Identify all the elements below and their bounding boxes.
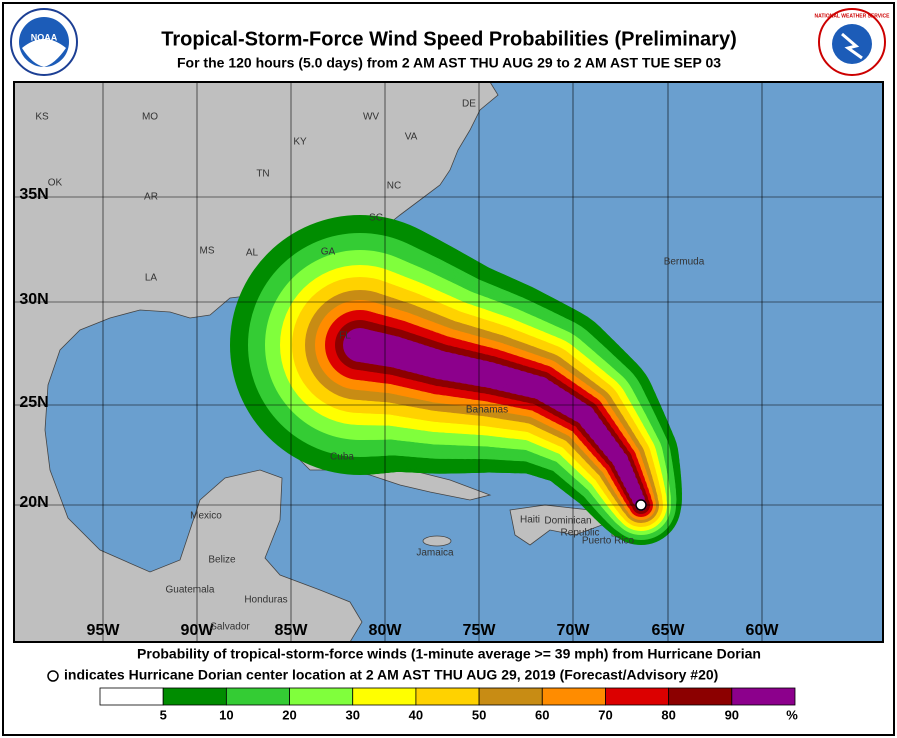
legend-label: 5 [160,707,167,722]
place-label: DE [462,99,476,110]
legend-swatch [99,687,164,706]
place-labels: KS MO WV VA DE KY TN OK AR NC SC MS AL GA LA FL Bermuda B… [35,99,704,633]
place-label: NC [387,181,401,192]
place-label: Bahamas [466,405,508,416]
legend-swatch [731,687,796,706]
place-label: GA [321,247,336,258]
place-label: OK [48,178,63,189]
legend-unit: % [786,707,798,722]
place-label: VA [405,132,418,143]
legend-swatch [225,687,290,706]
place-label: KY [293,137,307,148]
place-label: KS [35,112,49,123]
band-part [343,328,377,362]
legend-label: 50 [472,707,486,722]
noaa-logo: NOAA [10,8,78,76]
place-label: AL [246,248,259,259]
logo-text: NATIONAL WEATHER SERVICE [815,13,891,19]
legend-swatch [162,687,227,706]
storm-center [635,499,647,511]
legend-label: 10 [219,707,233,722]
lon-label: 85W [275,622,309,639]
place-label: TN [256,169,269,180]
place-label: Jamaica [416,548,454,559]
place-label: Honduras [244,595,287,606]
place-label: Dominican [544,516,591,527]
lat-label: 25N [19,394,48,411]
logo-text: NOAA [31,32,58,42]
legend-label: 20 [282,707,296,722]
legend-swatch [415,687,480,706]
band [343,328,647,511]
lat-label: 30N [19,291,48,308]
footer-line: Probability of tropical-storm-force wind… [137,646,761,662]
lat-label: 35N [19,186,48,203]
legend-label: 60 [535,707,549,722]
lon-label: 60W [746,622,780,639]
map-frame [13,81,884,643]
legend-swatch [668,687,733,706]
place-label: Guatemala [166,585,215,596]
lon-label: 80W [369,622,403,639]
storm-symbol [47,670,59,682]
legend-label: 90 [725,707,739,722]
subtitle: For the 120 hours (5.0 days) from 2 AM A… [177,55,721,71]
place-label: Puerto Rico [582,536,635,547]
title: Tropical-Storm-Force Wind Speed Probabil… [161,28,737,50]
place-label: SC [369,213,383,224]
legend-label: 80 [661,707,675,722]
place-label: Cuba [330,452,354,463]
place-label: AR [144,192,158,203]
place-label: LA [145,273,158,284]
nws-logo: NATIONAL WEATHER SERVICE [815,8,891,76]
place-label: Mexico [190,511,222,522]
legend-label: 30 [345,707,359,722]
legend-swatch [352,687,417,706]
place-label: Salvador [210,622,250,633]
lon-label: 95W [87,622,121,639]
probability-bands [230,215,683,545]
legend-swatch [478,687,543,706]
place-label: MO [142,112,158,123]
place-label: MS [200,246,215,257]
legend: 5 10 20 30 40 50 60 70 80 90% [99,687,798,722]
lon-label: 70W [557,622,591,639]
place-label: Haiti [520,515,540,526]
legend-label: 40 [409,707,423,722]
legend-swatch [289,687,354,706]
lon-label: 90W [181,622,215,639]
legend-swatch [541,687,606,706]
map: 35N 30N 25N 20N 95W 90W 85W 80W 75W 70W 65W 60W KS M… [14,82,883,642]
legend-label: 70 [598,707,612,722]
place-label: Republic [561,528,600,539]
place-label: FL [339,331,351,342]
lon-label: 75W [463,622,497,639]
lon-label: 65W [652,622,686,639]
place-label: WV [363,112,379,123]
graticule: 35N 30N 25N 20N 95W 90W 85W 80W 75W 70W 65W 60W [14,82,883,642]
place-label: Bermuda [664,257,705,268]
legend-swatch [605,687,670,706]
footer-line: indicates Hurricane Dorian center locati… [64,667,718,683]
place-label: Belize [208,555,236,566]
lat-label: 20N [19,494,48,511]
